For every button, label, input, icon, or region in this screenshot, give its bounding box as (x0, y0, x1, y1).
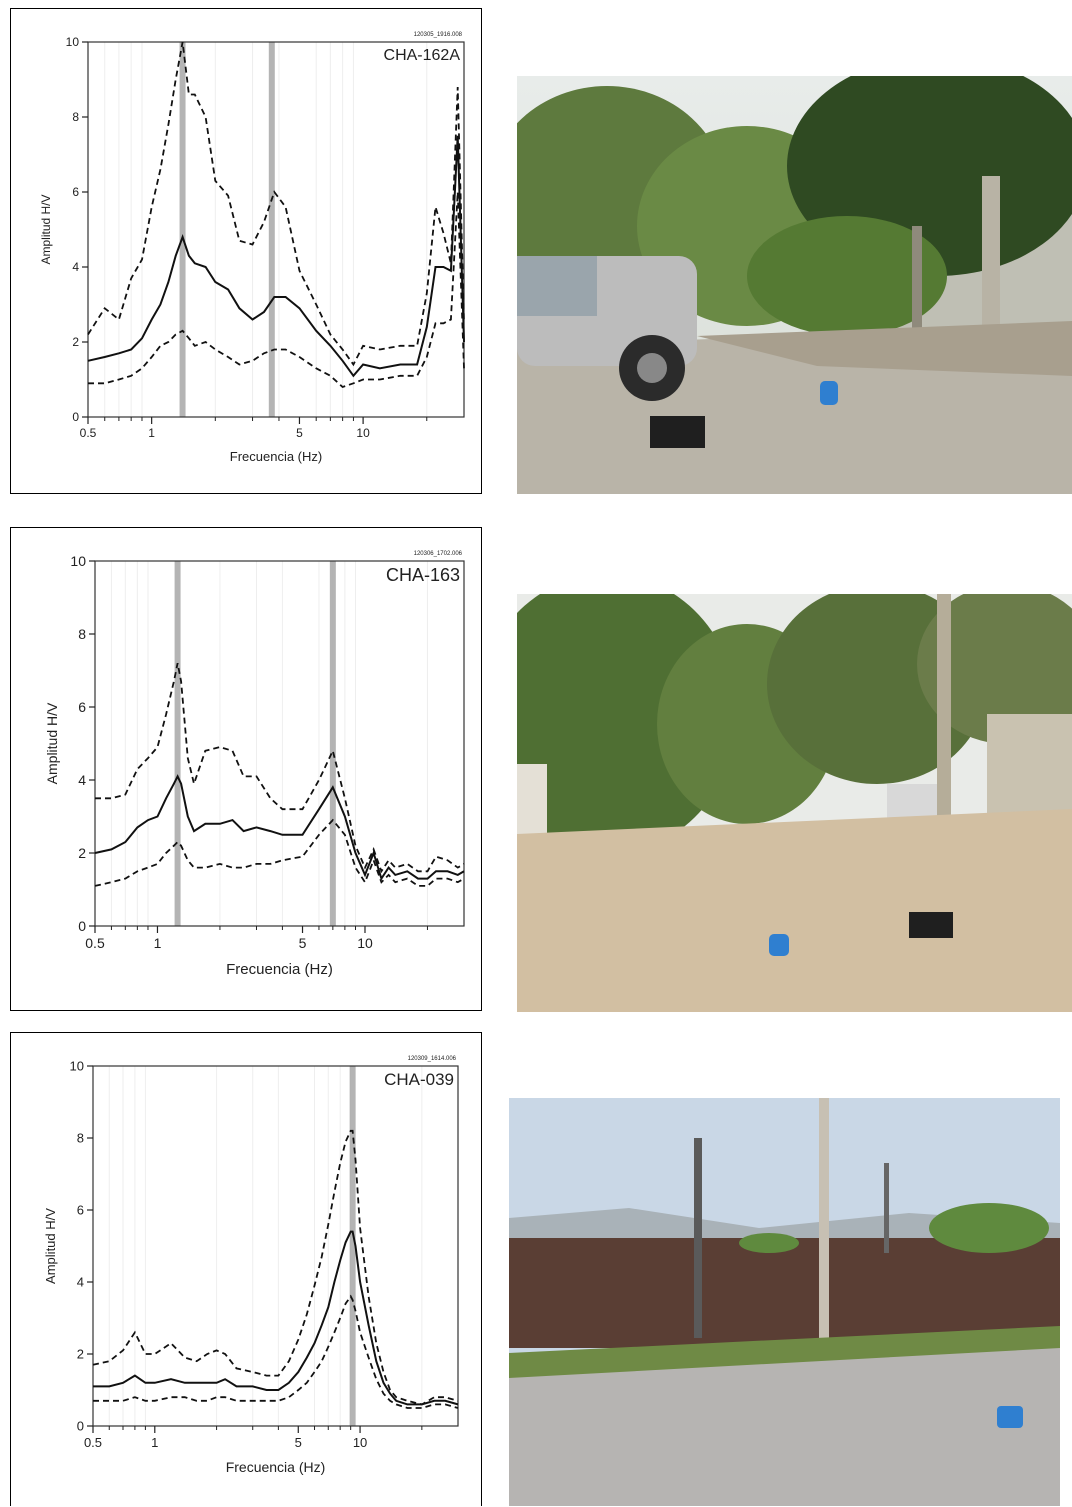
plot-frame (94, 560, 465, 927)
hv-chart-3: 0 2 4 6 8 10 0.5 1 5 10 Frecuencia (Hz) Amplitud H/… (43, 1056, 459, 1475)
mean-hv-line (93, 1230, 459, 1406)
x-tick-label: 0.5 (84, 1435, 102, 1450)
hv-chart-2: 0 2 4 6 8 10 0.5 1 5 10 Frecuencia (Hz) Amplitud H/… (44, 551, 465, 978)
y-tick-label: 10 (66, 35, 80, 49)
mean-hv-line (94, 774, 465, 881)
x-axis-label: Frecuencia (Hz) (226, 961, 333, 978)
y-tick-label: 4 (77, 1275, 84, 1290)
site-photo-3 (509, 1098, 1060, 1506)
y-tick-label: 6 (72, 185, 79, 199)
grid (108, 1066, 423, 1426)
std-dev-line (88, 191, 465, 389)
x-tick-label: 10 (356, 426, 370, 440)
y-tick-label: 10 (70, 553, 86, 569)
x-tick-label: 1 (154, 935, 162, 951)
y-tick-label: 0 (78, 918, 86, 934)
hv-chart-panel-2: 0 2 4 6 8 10 0.5 1 5 10 Frecuencia (Hz) Amplitud H/… (10, 527, 482, 1011)
y-tick-label: 8 (72, 110, 79, 124)
x-tick-label: 0.5 (85, 935, 105, 951)
x-tick-label: 5 (296, 426, 303, 440)
y-tick-label: 10 (70, 1059, 84, 1074)
x-tick-label: 1 (148, 426, 155, 440)
site-photo-1 (517, 76, 1072, 494)
std-dev-line (87, 41, 465, 367)
y-tick-label: 4 (72, 260, 79, 274)
y-tick-label: 2 (77, 1347, 84, 1362)
y-tick-label: 2 (72, 335, 79, 349)
x-axis-label: Frecuencia (Hz) (230, 449, 322, 464)
x-tick-label: 10 (353, 1435, 367, 1450)
y-tick-label: 0 (77, 1419, 84, 1434)
hv-chart-1: 0 2 4 6 8 10 0.5 1 5 10 Frecuencia (Hz) Amplitud H/… (39, 32, 465, 464)
plot-frame (87, 41, 465, 418)
std-dev-line (94, 818, 465, 887)
hv-chart-panel-1: 0 2 4 6 8 10 0.5 1 5 10 Frecuencia (Hz) Amplitud H/… (10, 8, 482, 494)
grid (104, 42, 428, 417)
chart-title: CHA-039 (384, 1070, 454, 1089)
x-tick-label: 5 (295, 1435, 302, 1450)
y-axis-label: Amplitud H/V (39, 194, 53, 264)
y-tick-label: 8 (78, 626, 86, 642)
y-tick-label: 0 (72, 410, 79, 424)
x-tick-label: 1 (151, 1435, 158, 1450)
y-tick-label: 2 (78, 845, 86, 861)
y-tick-label: 6 (77, 1203, 84, 1218)
x-tick-label: 10 (357, 935, 373, 951)
x-tick-label: 0.5 (80, 426, 97, 440)
chart-title: CHA-163 (386, 565, 460, 585)
y-axis-label: Amplitud H/V (43, 1208, 58, 1284)
x-axis-label: Frecuencia (Hz) (226, 1459, 326, 1475)
hv-chart-panel-3: 0 2 4 6 8 10 0.5 1 5 10 Frecuencia (Hz) Amplitud H/… (10, 1032, 482, 1506)
file-id: 120306_1702.006 (414, 551, 463, 557)
std-dev-line (95, 663, 465, 874)
x-tick-label: 5 (299, 935, 307, 951)
plot-frame (92, 1065, 459, 1427)
y-tick-label: 4 (78, 772, 86, 788)
file-id: 120309_1614.006 (408, 1056, 457, 1062)
std-dev-line (92, 1129, 459, 1406)
mean-hv-line (87, 135, 465, 378)
y-tick-label: 8 (77, 1131, 84, 1146)
y-tick-label: 6 (78, 699, 86, 715)
file-id: 120305_1916.008 (414, 32, 463, 38)
y-axis-label: Amplitud H/V (44, 702, 60, 784)
std-dev-line (93, 1294, 459, 1409)
chart-title: CHA-162A (384, 47, 461, 64)
site-photo-2 (517, 594, 1072, 1012)
